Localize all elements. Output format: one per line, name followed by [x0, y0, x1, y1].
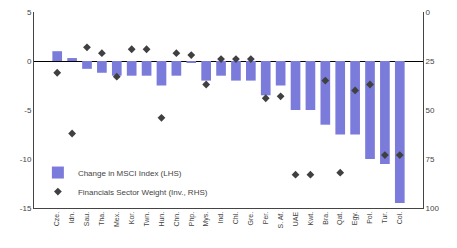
- svg-text:Egy.: Egy.: [351, 212, 359, 226]
- svg-text:Gre.: Gre.: [247, 212, 254, 226]
- svg-text:Mex.: Mex.: [113, 212, 120, 227]
- svg-text:Chn.: Chn.: [173, 212, 180, 227]
- svg-text:Idn.: Idn.: [68, 212, 75, 224]
- svg-text:Ind.: Ind.: [217, 212, 224, 224]
- svg-text:Change in MSCI Index (LHS): Change in MSCI Index (LHS): [78, 169, 182, 178]
- svg-text:Qat.: Qat.: [336, 212, 344, 225]
- svg-text:Kwt.: Kwt.: [307, 212, 314, 226]
- svg-text:Kor.: Kor.: [128, 212, 135, 225]
- svg-text:Col.: Col.: [396, 212, 403, 225]
- svg-text:Bra.: Bra.: [322, 212, 329, 225]
- svg-text:Tha.: Tha.: [98, 212, 105, 226]
- svg-text:Mys.: Mys.: [202, 212, 210, 227]
- svg-text:0: 0: [27, 57, 32, 66]
- svg-text:0: 0: [426, 8, 431, 17]
- svg-text:S. Af.: S. Af.: [277, 212, 284, 229]
- svg-text:-15: -15: [20, 204, 32, 213]
- svg-text:75: 75: [426, 155, 435, 164]
- svg-text:Sau.: Sau.: [83, 212, 90, 226]
- svg-text:-5: -5: [24, 106, 32, 115]
- svg-text:Cze.: Cze.: [53, 212, 60, 226]
- svg-text:5: 5: [27, 8, 32, 17]
- svg-text:Hun.: Hun.: [158, 212, 165, 227]
- svg-text:-10: -10: [20, 155, 32, 164]
- svg-text:Twn.: Twn.: [143, 212, 150, 227]
- svg-text:Pol.: Pol.: [366, 212, 373, 224]
- svg-text:100: 100: [426, 204, 440, 213]
- svg-text:Financials Sector Weight (Inv.: Financials Sector Weight (Inv., RHS): [78, 188, 208, 197]
- svg-text:Chl.: Chl.: [232, 212, 239, 225]
- svg-text:Per.: Per.: [262, 212, 269, 225]
- svg-text:Php.: Php.: [188, 212, 196, 226]
- svg-text:50: 50: [426, 106, 435, 115]
- svg-text:UAE: UAE: [292, 211, 299, 226]
- svg-text:Tur.: Tur.: [381, 212, 388, 224]
- svg-text:25: 25: [426, 57, 435, 66]
